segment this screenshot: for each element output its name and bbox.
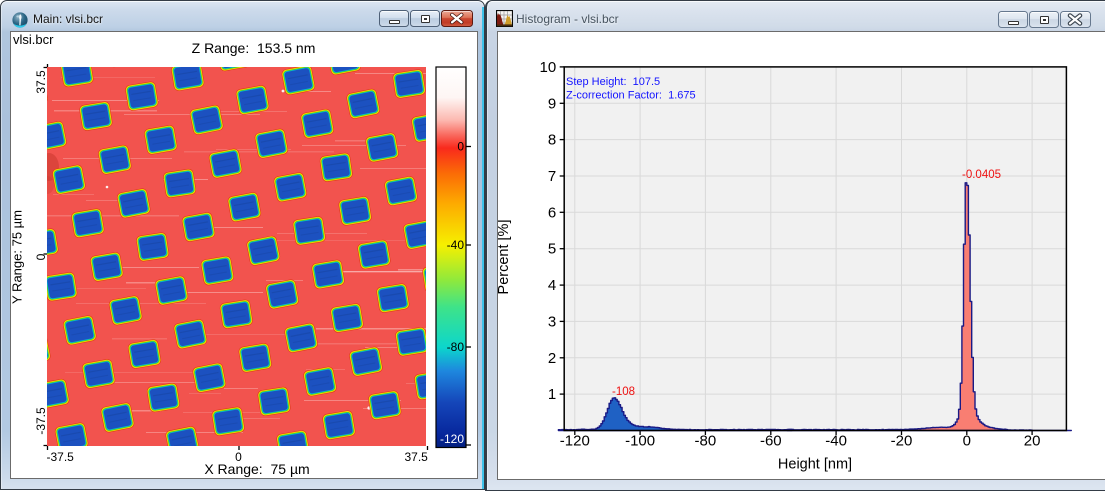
svg-text:-0.0405: -0.0405 <box>962 169 1001 181</box>
svg-text:4: 4 <box>547 277 555 294</box>
svg-text:-120: -120 <box>440 432 464 446</box>
svg-text:-40: -40 <box>447 238 465 252</box>
svg-text:-108: -108 <box>612 386 635 398</box>
svg-text:6: 6 <box>547 204 555 221</box>
svg-text:Height [nm]: Height [nm] <box>777 457 851 473</box>
svg-text:-80: -80 <box>447 340 465 354</box>
svg-text:7: 7 <box>547 168 555 185</box>
svg-text:8: 8 <box>547 132 555 149</box>
svg-text:-40: -40 <box>825 433 847 450</box>
svg-text:Percent [%]: Percent [%] <box>498 220 512 295</box>
svg-text:0: 0 <box>962 433 970 450</box>
svg-text:20: 20 <box>1023 433 1040 450</box>
svg-text:Step Height: 107.5: Step Height: 107.5 <box>566 76 660 88</box>
svg-text:9: 9 <box>547 95 555 112</box>
svg-text:-60: -60 <box>759 433 781 450</box>
svg-text:-20: -20 <box>890 433 912 450</box>
svg-text:-80: -80 <box>694 433 716 450</box>
svg-text:-120: -120 <box>559 433 589 450</box>
svg-text:1: 1 <box>547 386 555 403</box>
svg-text:2: 2 <box>547 350 555 367</box>
svg-text:-100: -100 <box>625 433 655 450</box>
svg-text:10: 10 <box>539 59 556 76</box>
svg-text:0: 0 <box>457 140 464 154</box>
svg-text:5: 5 <box>547 241 555 258</box>
svg-text:Z-correction Factor: 1.675: Z-correction Factor: 1.675 <box>566 90 696 102</box>
svg-text:3: 3 <box>547 313 555 330</box>
